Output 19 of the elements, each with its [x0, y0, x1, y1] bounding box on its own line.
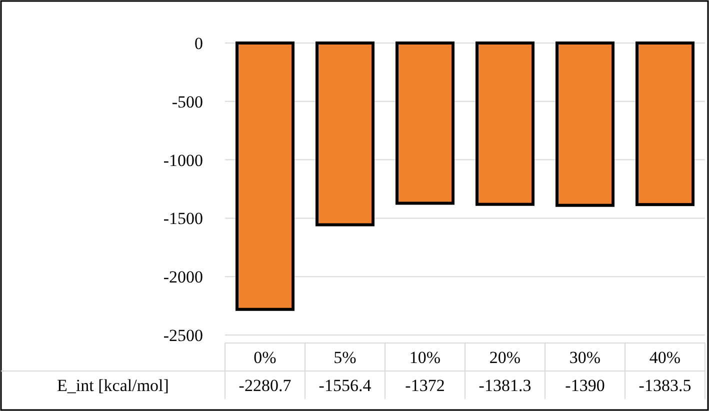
data-label: -1383.5	[638, 376, 692, 395]
x-tick-label: 40%	[649, 348, 681, 367]
y-tick-label: -2000	[163, 268, 203, 287]
data-label: -1372	[405, 376, 445, 395]
x-tick-label: 0%	[254, 348, 276, 367]
x-tick-label: 5%	[334, 348, 356, 367]
y-tick-label: 0	[194, 34, 203, 53]
y-tick-label: -1000	[163, 150, 203, 170]
y-tick-label: -1500	[163, 209, 203, 228]
text: E_int [kcal/mol]	[57, 376, 169, 395]
data-label: -1381.3	[478, 376, 532, 395]
y-tick-label: -2500	[163, 326, 203, 345]
x-tick-label: 10%	[409, 348, 441, 367]
data-label: -2280.7	[238, 376, 292, 395]
x-tick-label: 30%	[569, 348, 601, 367]
x-tick-label: 20%	[489, 348, 521, 367]
data-label: -1390	[565, 376, 605, 395]
data-label: -1556.4	[318, 376, 372, 395]
y-tick-label: -500	[172, 92, 203, 112]
